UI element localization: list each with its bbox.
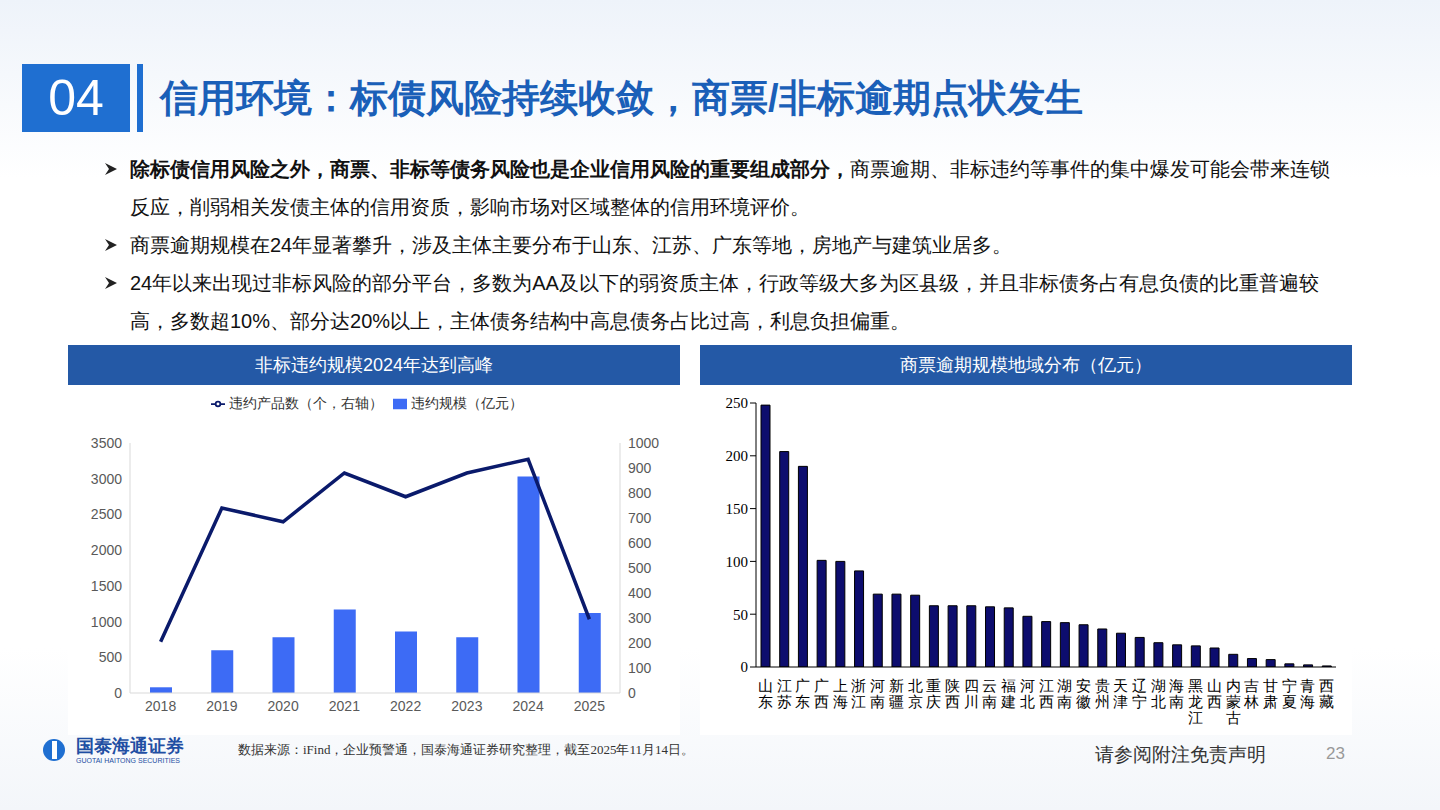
svg-text:500: 500 bbox=[99, 649, 123, 665]
svg-text:浙江: 浙江 bbox=[851, 678, 866, 710]
svg-text:2019: 2019 bbox=[206, 698, 237, 714]
svg-text:900: 900 bbox=[628, 460, 652, 476]
html-text:GUOTAI HAITONG SECURITIES: GUOTAI HAITONG SECURITIES bbox=[76, 757, 180, 764]
svg-text:福建: 福建 bbox=[1000, 678, 1016, 710]
svg-text:0: 0 bbox=[114, 685, 122, 701]
svg-text:200: 200 bbox=[628, 635, 652, 651]
svg-text:700: 700 bbox=[628, 510, 652, 526]
svg-text:600: 600 bbox=[628, 535, 652, 551]
svg-text:100: 100 bbox=[628, 660, 652, 676]
svg-text:河南: 河南 bbox=[870, 678, 885, 710]
svg-text:0: 0 bbox=[628, 685, 636, 701]
svg-text:200: 200 bbox=[726, 448, 749, 464]
html-text:23: 23 bbox=[1326, 744, 1345, 763]
svg-text:150: 150 bbox=[726, 501, 749, 517]
svg-text:河北: 河北 bbox=[1020, 678, 1035, 710]
svg-text:上海: 上海 bbox=[833, 678, 848, 710]
svg-text:2023: 2023 bbox=[451, 698, 482, 714]
html-text:违约产品数（个，右轴）: 违约产品数（个，右轴） bbox=[229, 395, 383, 411]
svg-text:2024: 2024 bbox=[513, 698, 544, 714]
html-text:商票逾期规模地域分布（亿元）: 商票逾期规模地域分布（亿元） bbox=[900, 355, 1152, 375]
svg-text:50: 50 bbox=[733, 607, 748, 623]
svg-text:山东: 山东 bbox=[758, 678, 773, 710]
svg-text:吉林: 吉林 bbox=[1243, 678, 1259, 710]
svg-text:3500: 3500 bbox=[91, 435, 122, 451]
svg-text:100: 100 bbox=[726, 554, 749, 570]
svg-text:800: 800 bbox=[628, 485, 652, 501]
svg-text:2025: 2025 bbox=[574, 698, 605, 714]
svg-text:江西: 江西 bbox=[1039, 678, 1054, 710]
html-text:请参阅附注免责声明: 请参阅附注免责声明 bbox=[1095, 744, 1266, 765]
svg-text:黑龙江: 黑龙江 bbox=[1188, 678, 1203, 726]
svg-text:1000: 1000 bbox=[91, 614, 122, 630]
svg-text:天津: 天津 bbox=[1113, 678, 1128, 710]
svg-text:2022: 2022 bbox=[390, 698, 421, 714]
svg-text:广东: 广东 bbox=[795, 678, 810, 710]
svg-text:北京: 北京 bbox=[908, 678, 923, 710]
svg-text:海南: 海南 bbox=[1169, 678, 1184, 710]
html-text:国泰海通证券: 国泰海通证券 bbox=[76, 736, 184, 756]
html-text:信用环境：标债风险持续收敛，商票/非标逾期点状发生: 信用环境：标债风险持续收敛，商票/非标逾期点状发生 bbox=[160, 77, 1083, 119]
svg-text:西藏: 西藏 bbox=[1319, 678, 1334, 710]
svg-text:1000: 1000 bbox=[628, 435, 659, 451]
svg-text:2018: 2018 bbox=[145, 698, 176, 714]
html-text:04: 04 bbox=[48, 70, 104, 126]
html-text:除标债信用风险之外，商票、非标等债务风险也是企业信用风险的重: 除标债信用风险之外，商票、非标等债务风险也是企业信用风险的重要组成部分，商票逾期… bbox=[130, 158, 1330, 218]
svg-text:山西: 山西 bbox=[1207, 678, 1222, 710]
html-text:24年以来出现过非标风险的部分平台，多数为AA及以下的弱资质: 24年以来出现过非标风险的部分平台，多数为AA及以下的弱资质主体，行政等级大多为… bbox=[130, 272, 1319, 332]
svg-text:辽宁: 辽宁 bbox=[1132, 678, 1147, 710]
svg-text:250: 250 bbox=[726, 395, 749, 411]
svg-text:湖北: 湖北 bbox=[1151, 678, 1166, 710]
html-text:非标违约规模2024年达到高峰: 非标违约规模2024年达到高峰 bbox=[255, 355, 493, 375]
svg-text:300: 300 bbox=[628, 610, 652, 626]
svg-text:安徽: 安徽 bbox=[1076, 678, 1091, 710]
svg-text:宁夏: 宁夏 bbox=[1282, 678, 1297, 710]
svg-text:云南: 云南 bbox=[982, 678, 997, 710]
svg-text:1500: 1500 bbox=[91, 578, 122, 594]
html-text:商票逾期规模在24年显著攀升，涉及主体主要分布于山东、江苏、: 商票逾期规模在24年显著攀升，涉及主体主要分布于山东、江苏、广东等地，房地产与建… bbox=[130, 234, 1013, 256]
svg-text:500: 500 bbox=[628, 560, 652, 576]
svg-text:四川: 四川 bbox=[964, 678, 979, 710]
html-text:数据来源：iFind，企业预警通，国泰海通证券研究整理，截至: 数据来源：iFind，企业预警通，国泰海通证券研究整理，截至2025年11月14… bbox=[238, 742, 694, 757]
svg-text:0: 0 bbox=[741, 659, 749, 675]
html-text:违约规模（亿元）: 违约规模（亿元） bbox=[411, 395, 523, 411]
svg-text:甘肃: 甘肃 bbox=[1263, 678, 1278, 710]
svg-text:陕西: 陕西 bbox=[945, 678, 960, 710]
svg-text:2500: 2500 bbox=[91, 506, 122, 522]
svg-text:内蒙古: 内蒙古 bbox=[1226, 678, 1241, 726]
svg-text:3000: 3000 bbox=[91, 471, 122, 487]
svg-text:重庆: 重庆 bbox=[926, 678, 941, 710]
svg-text:贵州: 贵州 bbox=[1095, 678, 1110, 710]
svg-text:湖南: 湖南 bbox=[1057, 678, 1072, 710]
svg-text:400: 400 bbox=[628, 585, 652, 601]
svg-text:青海: 青海 bbox=[1300, 678, 1315, 710]
svg-text:广西: 广西 bbox=[814, 678, 829, 710]
svg-text:2020: 2020 bbox=[268, 698, 299, 714]
svg-text:新疆: 新疆 bbox=[889, 678, 904, 710]
svg-text:江苏: 江苏 bbox=[777, 678, 792, 710]
svg-text:2021: 2021 bbox=[329, 698, 360, 714]
svg-text:2000: 2000 bbox=[91, 542, 122, 558]
